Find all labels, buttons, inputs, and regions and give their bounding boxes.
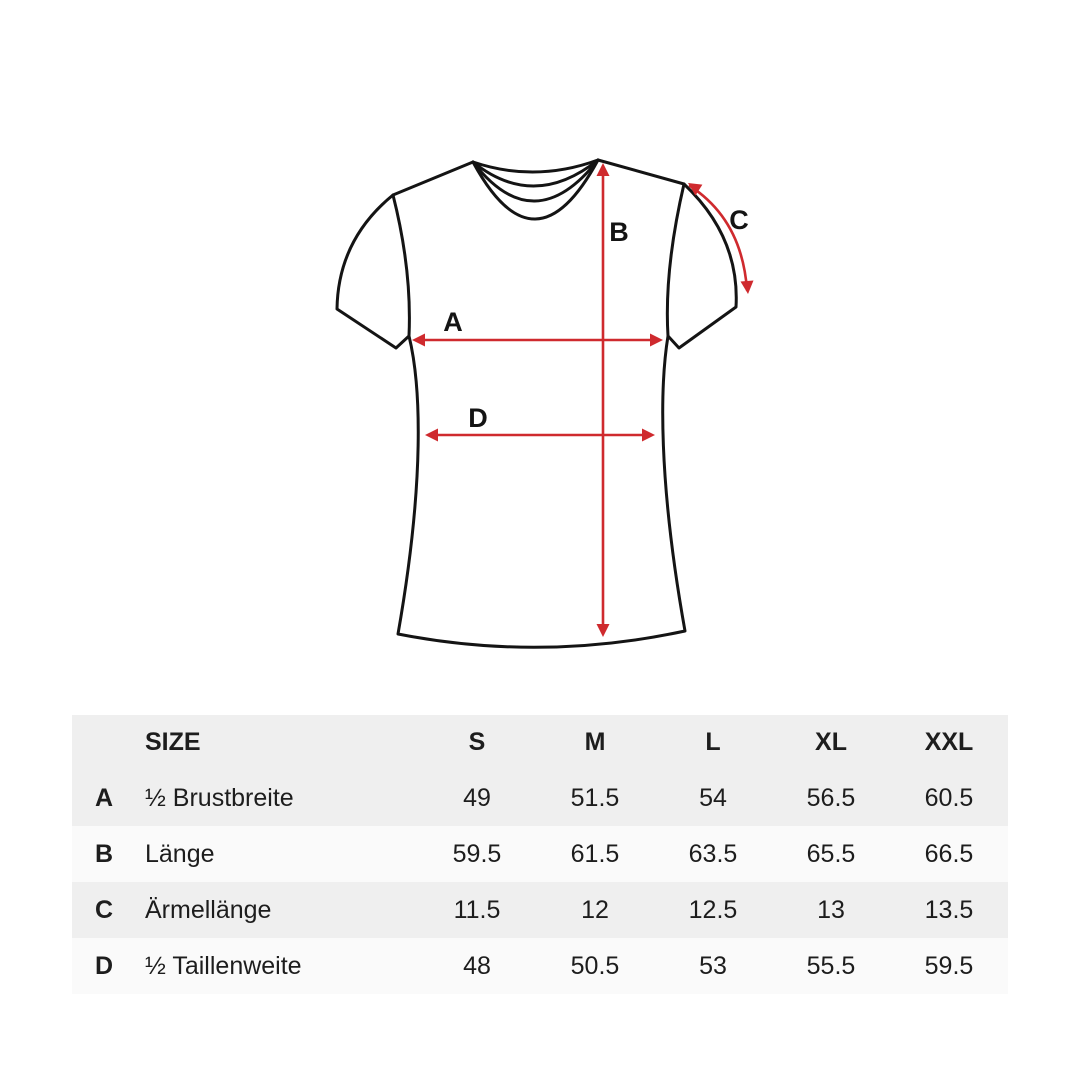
column-header-xl: XL xyxy=(815,728,847,756)
collar-arc-inner xyxy=(471,158,600,188)
value-cell: 12 xyxy=(581,895,609,924)
row-letter: A xyxy=(94,783,114,812)
row-letter: C xyxy=(94,895,114,924)
value-cell: 56.5 xyxy=(806,783,856,812)
value-cell: 12.5 xyxy=(688,895,738,924)
value-cell: 49 xyxy=(463,783,491,812)
table-row-d: D ½ Taillenweite 48 50.5 53 55.5 59.5 xyxy=(72,938,1008,994)
arrowhead-c-bottom xyxy=(740,280,754,294)
value-cell: 13.5 xyxy=(924,895,974,924)
measure-label-c: C xyxy=(729,205,749,235)
value-cell: 53 xyxy=(699,951,727,980)
size-table: SIZE S M L XL XXL A ½ Brustbreite 49 51.… xyxy=(72,715,1008,994)
left-sleeve-seam xyxy=(391,193,411,338)
arrowhead-c-top xyxy=(688,183,703,196)
measure-label-d: D xyxy=(468,403,488,433)
column-header-xxl: XXL xyxy=(924,728,974,756)
measure-label-b: B xyxy=(609,217,629,247)
column-header-s: S xyxy=(468,728,486,756)
value-cell: 11.5 xyxy=(453,895,501,924)
tshirt-outline xyxy=(335,158,738,649)
value-cell: 59.5 xyxy=(924,951,974,980)
value-cell: 63.5 xyxy=(688,839,738,868)
tshirt-seams xyxy=(391,158,686,338)
collar-arc-outer xyxy=(471,158,600,221)
row-measurement-name: Ärmellänge xyxy=(145,895,272,924)
row-measurement-name: ½ Taillenweite xyxy=(145,951,302,980)
table-row-b: B Länge 59.5 61.5 63.5 65.5 66.5 xyxy=(72,826,1008,882)
right-sleeve-seam xyxy=(665,182,686,338)
arrowhead-d-left xyxy=(425,428,438,442)
value-cell: 48 xyxy=(463,951,491,980)
value-cell: 54 xyxy=(699,783,727,812)
tshirt-diagram: A B C D xyxy=(335,158,754,649)
value-cell: 51.5 xyxy=(570,783,620,812)
row-letter: D xyxy=(94,951,114,980)
collar-arc-middle xyxy=(471,158,600,203)
value-cell: 13 xyxy=(817,895,845,924)
arrowhead-d-right xyxy=(642,428,655,442)
tshirt-body-path xyxy=(335,158,738,649)
arrowhead-a-left xyxy=(412,333,425,347)
value-cell: 50.5 xyxy=(570,951,620,980)
table-row-a: A ½ Brustbreite 49 51.5 54 56.5 60.5 xyxy=(72,770,1008,826)
measurement-labels: A B C D xyxy=(443,205,749,433)
value-cell: 65.5 xyxy=(806,839,856,868)
size-table-header: SIZE S M L XL XXL xyxy=(72,715,1008,770)
row-measurement-name: ½ Brustbreite xyxy=(145,783,294,812)
arrowhead-a-right xyxy=(650,333,663,347)
arrowhead-b-bottom xyxy=(596,624,610,637)
measurement-arrows xyxy=(412,163,754,637)
arrowheads xyxy=(412,163,754,637)
measure-arc-c xyxy=(688,184,749,292)
value-cell: 61.5 xyxy=(570,839,620,868)
column-header-m: M xyxy=(584,728,606,756)
value-cell: 59.5 xyxy=(452,839,502,868)
measure-label-a: A xyxy=(443,307,463,337)
column-header-l: L xyxy=(705,728,721,756)
row-letter: B xyxy=(94,839,114,868)
arrowhead-b-top xyxy=(596,163,610,176)
value-cell: 66.5 xyxy=(924,839,974,868)
table-row-c: C Ärmellänge 11.5 12 12.5 13 13.5 xyxy=(72,882,1008,938)
value-cell: 60.5 xyxy=(924,783,974,812)
value-cell: 55.5 xyxy=(806,951,856,980)
row-measurement-name: Länge xyxy=(145,839,215,868)
header-size-label: SIZE xyxy=(145,728,201,756)
